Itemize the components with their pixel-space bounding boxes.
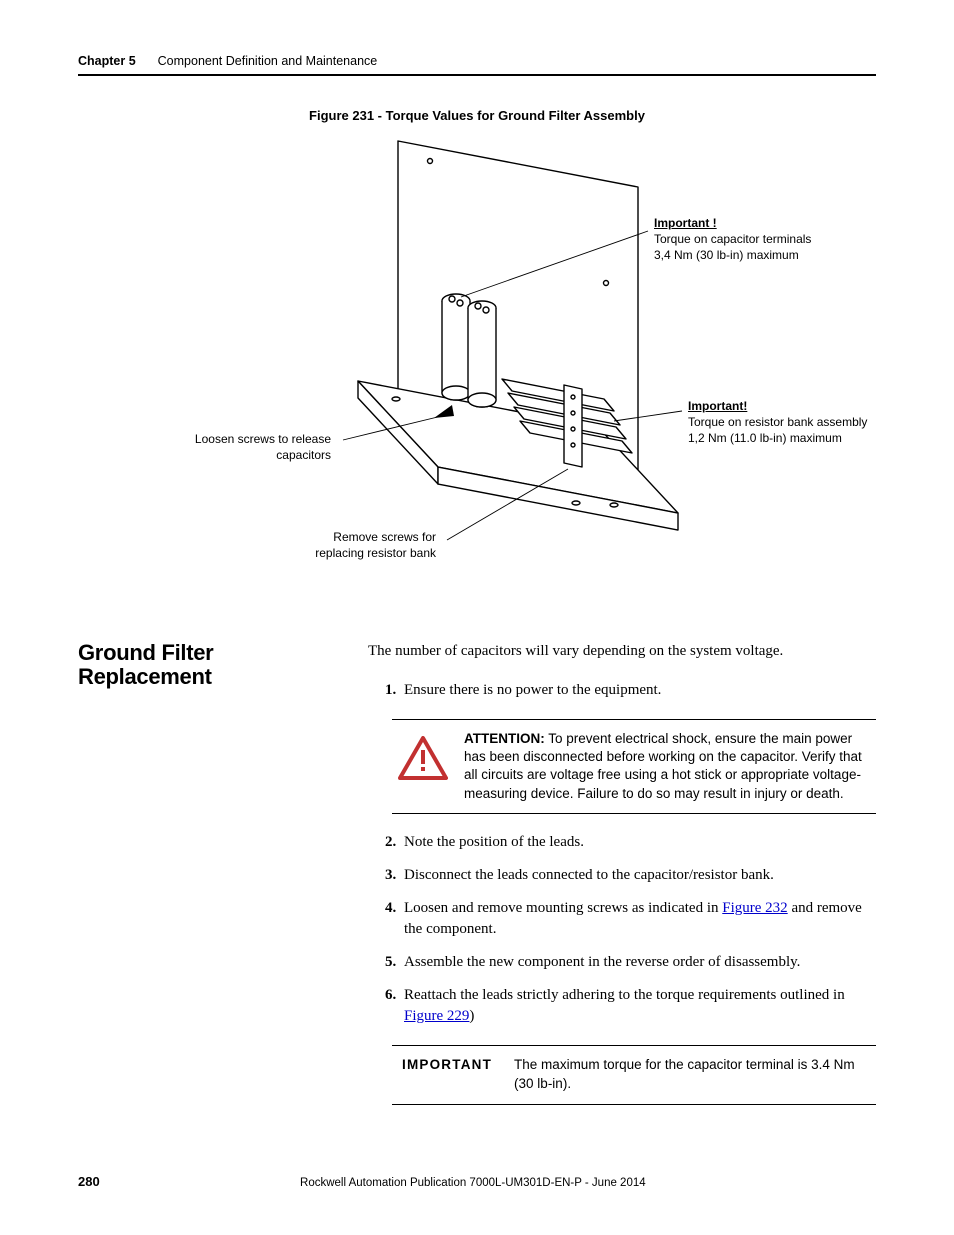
page-footer: 280 Rockwell Automation Publication 7000… <box>78 1174 876 1189</box>
step-2: Note the position of the leads. <box>400 832 876 853</box>
chapter-title: Component Definition and Maintenance <box>158 54 378 68</box>
label-torque-capacitor: Important ! Torque on capacitor terminal… <box>654 215 864 264</box>
label-torque-resistor: Important! Torque on resistor bank assem… <box>688 398 898 447</box>
figure-caption: Figure 231 - Torque Values for Ground Fi… <box>78 108 876 123</box>
step-6: Reattach the leads strictly adhering to … <box>400 985 876 1027</box>
label-remove-screws: Remove screws for replacing resistor ban… <box>286 529 436 561</box>
step-1: Ensure there is no power to the equipmen… <box>400 680 876 701</box>
step-5: Assemble the new component in the revers… <box>400 952 876 973</box>
attention-text: ATTENTION: To prevent electrical shock, … <box>464 730 866 803</box>
link-figure-232[interactable]: Figure 232 <box>722 900 787 916</box>
section-heading: Ground Filter Replacement <box>78 641 340 689</box>
important-box: IMPORTANT The maximum torque for the cap… <box>392 1045 876 1105</box>
step-4: Loosen and remove mounting screws as ind… <box>400 898 876 940</box>
label-loosen-screws: Loosen screws to release capacitors <box>181 431 331 463</box>
figure-svg <box>78 133 876 593</box>
page-header: Chapter 5 Component Definition and Maint… <box>78 54 876 76</box>
page-number: 280 <box>78 1174 100 1189</box>
warning-triangle-icon <box>398 736 448 780</box>
chapter-label: Chapter 5 <box>78 54 136 68</box>
body-column: The number of capacitors will vary depen… <box>368 641 876 1105</box>
step-3: Disconnect the leads connected to the ca… <box>400 865 876 886</box>
publication-info: Rockwell Automation Publication 7000L-UM… <box>100 1177 846 1189</box>
intro-text: The number of capacitors will vary depen… <box>368 641 876 662</box>
figure-231: Loosen screws to release capacitors Remo… <box>78 133 876 593</box>
important-label: IMPORTANT <box>402 1056 492 1075</box>
link-figure-229[interactable]: Figure 229 <box>404 1008 469 1024</box>
important-text: The maximum torque for the capacitor ter… <box>514 1056 866 1094</box>
attention-box: ATTENTION: To prevent electrical shock, … <box>392 719 876 814</box>
